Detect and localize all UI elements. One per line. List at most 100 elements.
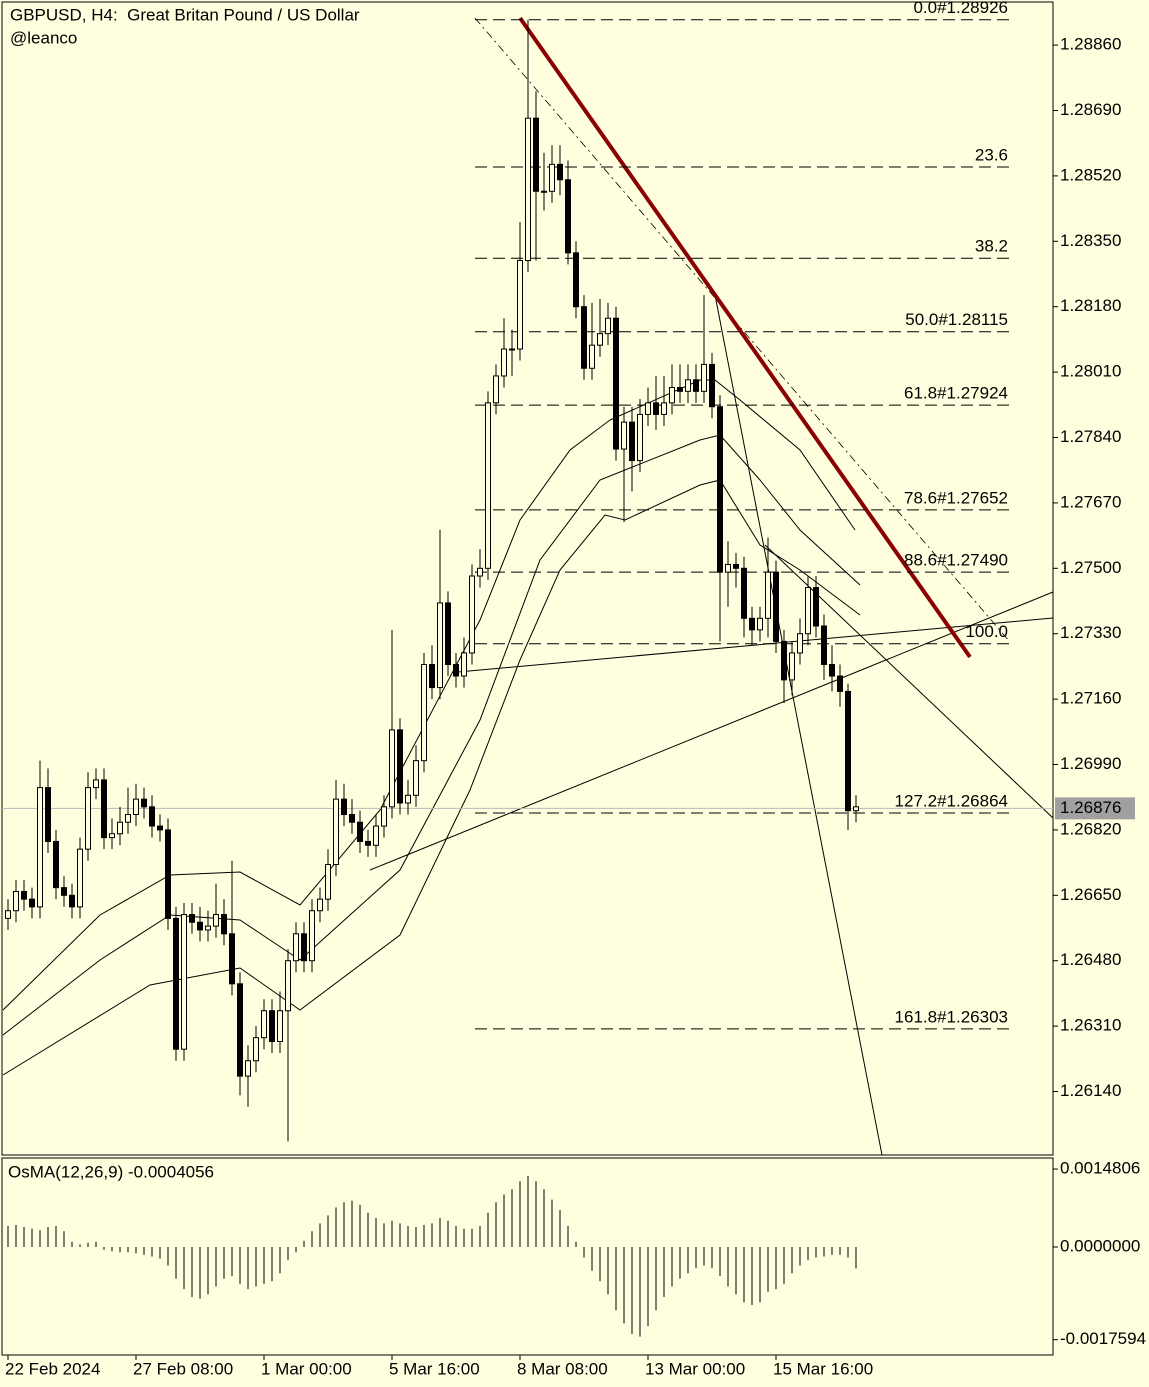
candle-body [213,914,219,927]
candle-body [693,379,699,392]
candle-body [205,925,211,931]
candle-body [493,375,499,404]
candle-body [621,421,627,450]
y-tick-label: 1.26820 [1060,819,1121,838]
candle-body [741,567,747,619]
y-tick-label: -0.0017594 [1060,1329,1146,1348]
candle-body [133,798,139,816]
candle-body [181,914,187,1050]
y-tick-label: 1.27500 [1060,558,1121,577]
candle-body [165,829,171,919]
candle-body [309,910,315,962]
fib-diagonal [474,17,1011,643]
candle-body [805,587,811,635]
y-tick-label: 1.27160 [1060,689,1121,708]
candle-body [781,640,787,681]
trend-line [714,294,883,1156]
candle-body [517,260,523,350]
fib-label: 61.8#1.27924 [904,384,1008,403]
candle-body [413,760,419,796]
candle-body [245,1060,251,1077]
candle-body [269,1010,275,1043]
fib-label: 161.8#1.26303 [895,1007,1008,1026]
candle-body [405,794,411,804]
candle-body [837,675,843,692]
chart-subtitle: @leanco [10,28,77,47]
candle-body [773,571,779,642]
candle-body [93,779,99,789]
candle-body [501,348,507,377]
candle-body [765,571,771,619]
candle-body [381,806,387,827]
candle-body [645,402,651,415]
candle-body [53,840,59,889]
y-tick-label: 1.28010 [1060,362,1121,381]
candle-body [701,363,707,392]
candle-body [821,625,827,665]
candle-body [317,898,323,912]
candle-body [845,690,851,812]
y-tick-label: 0.0000000 [1060,1237,1140,1256]
x-tick-label: 5 Mar 16:00 [389,1359,480,1378]
y-tick-label: 0.0014806 [1060,1159,1140,1178]
candle-body [293,933,299,962]
candle-body [237,983,243,1077]
moving-average [2,379,856,1011]
x-tick-label: 27 Feb 08:00 [133,1359,233,1378]
candle-body [141,798,147,808]
candle-body [173,917,179,1050]
fib-label: 78.6#1.27652 [904,488,1008,507]
candle-body [61,887,67,896]
candle-body [733,563,739,569]
x-tick-label: 8 Mar 08:00 [517,1359,608,1378]
candle-body [549,163,555,192]
trend-line [369,591,1054,871]
candle-body [437,602,443,689]
candle-body [85,787,91,850]
y-tick-label: 1.27330 [1060,623,1121,642]
candle-body [117,821,123,835]
candle-body [373,825,379,846]
candle-body [757,617,763,631]
candle-body [45,787,51,842]
candle-body [421,663,427,762]
candle-body [157,825,163,831]
candle-body [541,190,547,193]
candle-body [653,402,659,415]
candle-body [669,386,675,404]
candle-body [581,306,587,369]
bid-label-box [1055,797,1135,820]
candle-body [637,413,643,462]
candle-body [277,1010,283,1043]
candle-body [5,910,11,919]
candle-body [357,821,363,842]
candle-body [77,848,83,908]
candle-body [797,633,803,654]
fib-label: 50.0#1.28115 [905,310,1008,329]
candle-body [301,933,307,962]
candle-body [197,921,203,931]
candle-body [285,960,291,1012]
candle-body [829,663,835,677]
candle-body [221,914,227,935]
candle-body [717,406,723,573]
candle-body [629,421,635,462]
candle-body [677,386,683,392]
candle-body [365,840,371,846]
indicator-lines [2,17,1054,1156]
candle-body [661,402,667,415]
candle-body [349,814,355,823]
candle-body [101,779,107,839]
candle-body [325,864,331,900]
y-tick-label: 1.26990 [1060,754,1121,773]
y-tick-label: 1.28690 [1060,100,1121,119]
main-panel [1,1,1054,1156]
resistance-line [518,16,972,659]
fib-label: 0.0#1.28926 [913,0,1008,17]
y-tick-label: 1.26140 [1060,1081,1121,1100]
candle-body [557,163,563,181]
candle-body [29,898,35,908]
x-tick-label: 22 Feb 2024 [5,1359,100,1378]
